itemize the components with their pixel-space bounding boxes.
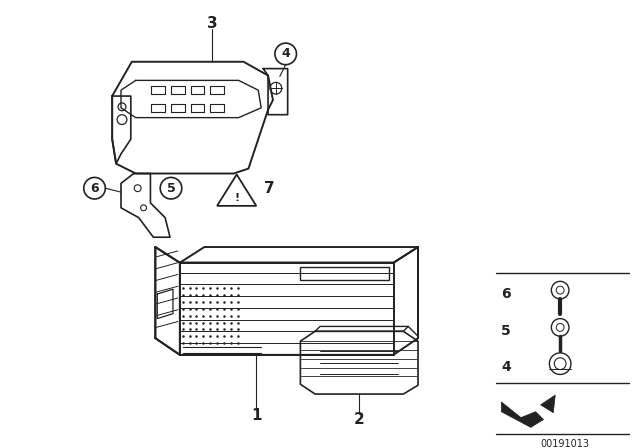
Text: 3: 3 <box>207 16 218 31</box>
Text: 4: 4 <box>282 47 290 60</box>
Text: 5: 5 <box>501 324 511 338</box>
Polygon shape <box>541 395 556 413</box>
Text: 5: 5 <box>166 182 175 195</box>
Circle shape <box>84 177 106 199</box>
Circle shape <box>275 43 296 65</box>
Text: 2: 2 <box>354 412 365 427</box>
Circle shape <box>160 177 182 199</box>
Text: 6: 6 <box>90 182 99 195</box>
Text: !: ! <box>234 193 239 203</box>
Text: 00191013: 00191013 <box>541 439 589 448</box>
Text: 6: 6 <box>501 287 511 301</box>
Polygon shape <box>501 402 543 427</box>
Text: 4: 4 <box>501 360 511 374</box>
Text: 1: 1 <box>251 408 262 423</box>
Text: 7: 7 <box>264 181 275 196</box>
